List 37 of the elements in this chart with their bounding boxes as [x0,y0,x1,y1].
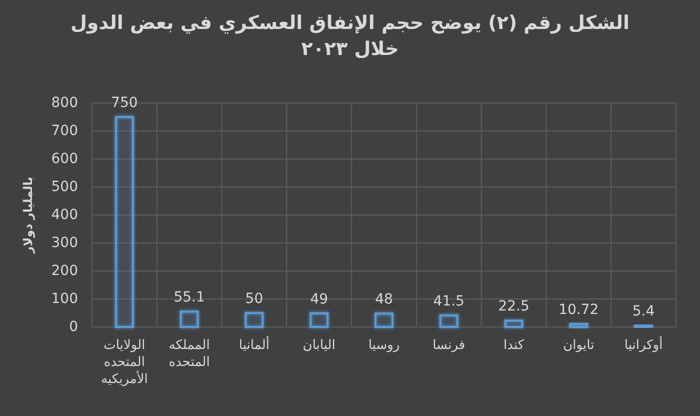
x-tick-label: اليابان [302,337,336,354]
data-label: 750 [111,95,138,111]
y-tick-label: 100 [51,291,78,307]
data-label: 55.1 [174,290,205,306]
y-tick-label: 700 [51,123,78,139]
bar [114,116,134,328]
y-tick-label: 400 [51,207,78,223]
y-axis-title: بالمليار دولار [21,176,35,254]
bar [310,312,329,328]
y-tick-label: 200 [51,263,78,279]
data-label: 50 [245,291,264,307]
x-tick-label: ألمانيا [238,337,270,354]
x-tick-label: المملكه المتحده [168,337,211,371]
x-tick-label: تايوان [562,337,596,354]
y-tick-label: 0 [69,319,78,335]
y-tick-label: 500 [51,179,78,195]
x-tick-label: أوكرانيا [623,337,664,354]
bar [374,312,394,328]
data-label: 41.5 [433,293,464,310]
bar [180,310,199,328]
y-tick-label: 300 [51,235,78,251]
data-label: 10.72 [558,302,599,318]
bar [439,314,458,328]
bar [504,320,524,328]
y-tick-label: 800 [51,95,78,111]
x-tick-label: كندا [502,337,526,354]
x-tick-label: روسيا [367,337,401,354]
bar [244,312,264,328]
x-tick-label: فرنسا [432,337,466,354]
data-label: 5.4 [632,303,655,320]
data-label: 49 [310,291,328,308]
x-tick-label: الولايات المتحده الأمريكيه [100,337,149,388]
data-label: 48 [375,292,393,308]
data-label: 22.5 [498,298,530,315]
chart-title: الشكل رقم (٢) يوضح حجم الإنفاق العسكري في بعض الدول خلال ٢٠٢٣ [70,11,630,62]
bar [569,323,588,328]
y-tick-label: 600 [51,151,78,167]
